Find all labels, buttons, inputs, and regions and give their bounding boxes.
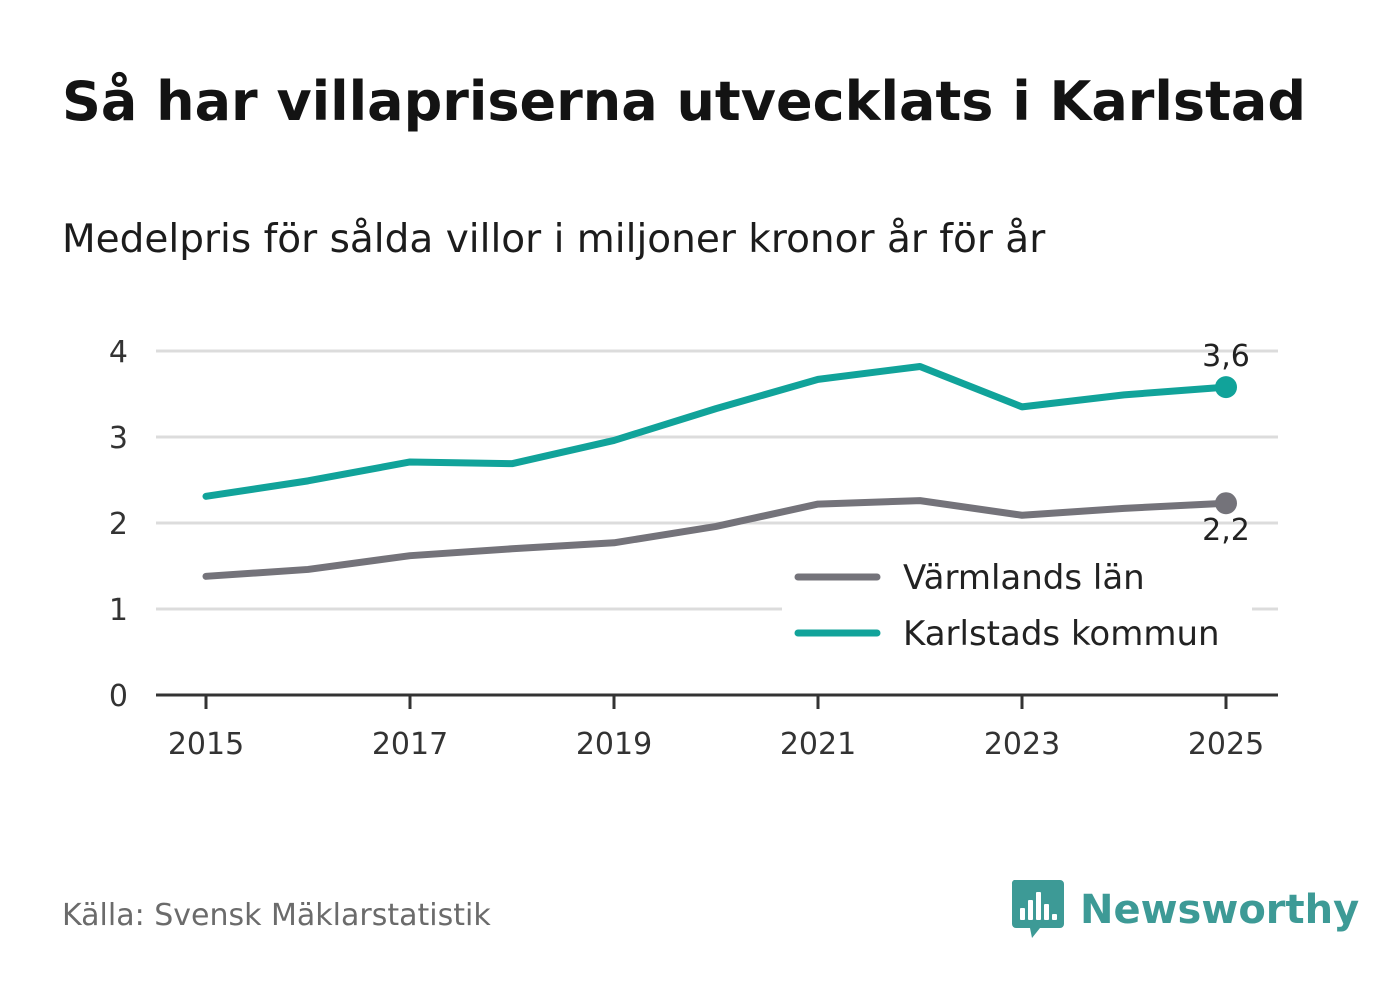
x-tick-label: 2015 [168,727,244,762]
legend-background [782,548,1252,666]
x-tick-label: 2023 [984,727,1060,762]
y-tick-label: 3 [109,421,128,456]
x-tick-label: 2021 [780,727,856,762]
series-end-label: 2,2 [1202,513,1250,548]
y-tick-label: 0 [109,679,128,714]
y-tick-label: 1 [109,593,128,628]
source-note: Källa: Svensk Mäklarstatistik [62,898,491,933]
series-end-point [1215,492,1237,515]
brand-logo: Newsworthy [1010,878,1359,942]
chart-title: Så har villapriserna utvecklats i Karlst… [62,70,1306,133]
x-tick-label: 2019 [576,727,652,762]
legend-label: Karlstads kommun [903,614,1220,654]
x-tick-label: 2025 [1188,727,1264,762]
y-tick-label: 4 [109,335,128,370]
chart-subtitle: Medelpris för sålda villor i miljoner kr… [62,217,1046,262]
series-end-label: 3,6 [1202,339,1250,374]
series-end-point [1215,376,1237,399]
series-line-karlstads-kommun [202,362,1230,500]
newsworthy-logo-icon [1011,880,1064,938]
y-tick-label: 2 [109,507,128,542]
legend-label: Värmlands län [903,558,1145,598]
x-tick-label: 2017 [372,727,448,762]
series-line-varmlands-lan [202,497,1230,580]
brand-name: Newsworthy [1080,887,1360,933]
